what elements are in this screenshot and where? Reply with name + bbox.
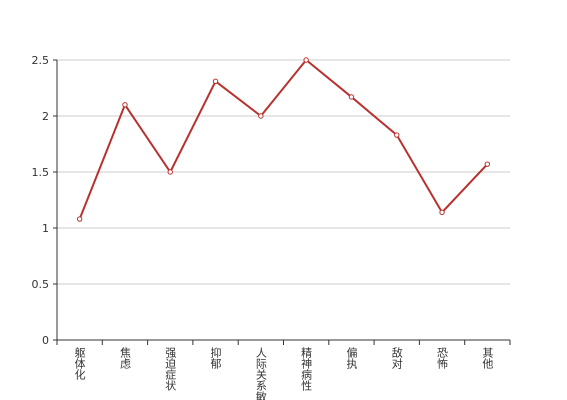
x-tick-label: 偏执 (345, 346, 358, 370)
y-tick-label: 2 (42, 110, 49, 123)
y-tick-label: 1.5 (32, 166, 50, 179)
point (303, 57, 309, 63)
line (78, 58, 489, 220)
point (122, 102, 128, 108)
x-tick-label: 人际关系敏感 (254, 347, 267, 400)
y-tick-label: 0.5 (32, 278, 50, 291)
y-tick-label: 0 (42, 334, 49, 347)
x-tick-label: 躯体化 (73, 347, 86, 381)
x-tick-label: 焦虑 (118, 347, 131, 369)
x-tick-label: 恐怖 (436, 347, 449, 369)
point (484, 161, 491, 167)
x-tick-label: 精神病性 (300, 347, 313, 392)
point (258, 113, 264, 119)
point (439, 209, 445, 216)
y-tick-label: 1 (42, 222, 49, 235)
x-tick-label: 敌对 (390, 346, 403, 369)
point (394, 132, 400, 138)
point (348, 94, 355, 100)
y-tick-label: 2.5 (32, 54, 50, 67)
x-tick-label: 抑郁 (209, 346, 222, 369)
point (167, 169, 173, 175)
point (212, 78, 219, 84)
x-tick-label: 强迫症状 (164, 347, 177, 391)
x-tick-label: 其他 (481, 347, 494, 369)
point (76, 216, 83, 222)
